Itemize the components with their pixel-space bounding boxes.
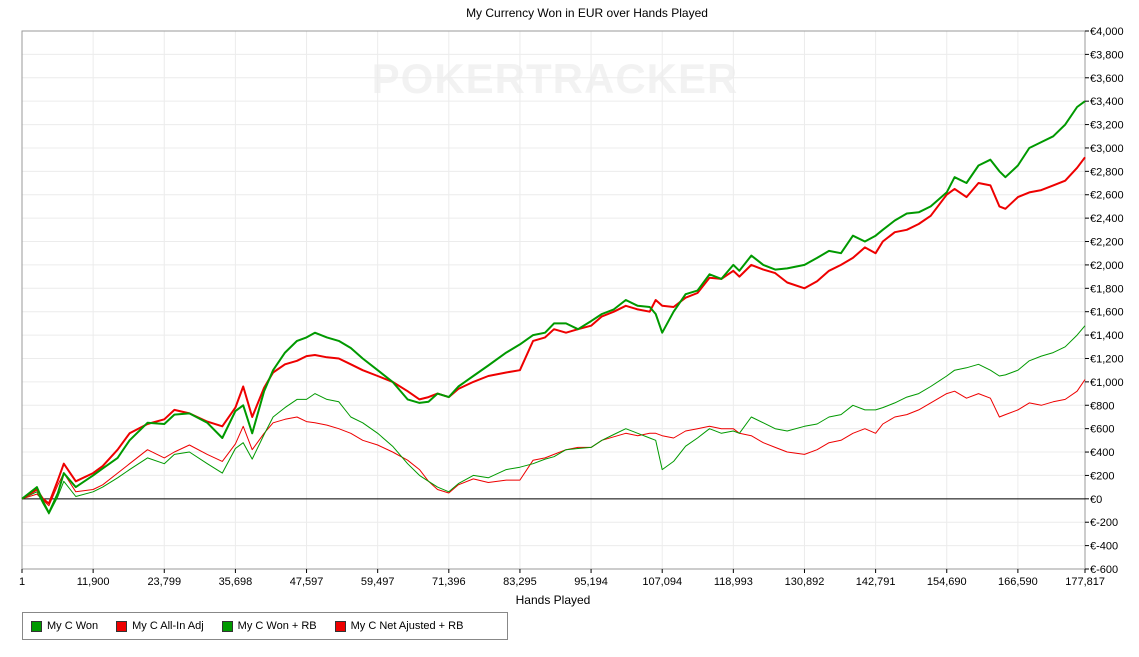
y-tick-label: €1,800 bbox=[1090, 283, 1124, 295]
legend-item[interactable]: My C All-In Adj bbox=[116, 620, 204, 632]
series-line-my-c-net-ajusted-rb bbox=[21, 379, 1086, 507]
y-tick-label: €3,600 bbox=[1090, 73, 1124, 85]
x-tick-label: 59,497 bbox=[361, 576, 395, 588]
series-line-my-c-won bbox=[21, 100, 1086, 514]
legend-item[interactable]: My C Net Ajusted + RB bbox=[334, 620, 464, 632]
legend-label: My C Won bbox=[47, 620, 99, 632]
y-tick-label: €3,800 bbox=[1090, 49, 1124, 61]
y-tick-label: €600 bbox=[1090, 424, 1114, 436]
x-tick-label: 142,791 bbox=[856, 576, 896, 588]
y-tick-label: €-200 bbox=[1090, 517, 1118, 529]
x-tick-label: 154,690 bbox=[927, 576, 967, 588]
legend-swatch bbox=[31, 620, 42, 632]
y-tick-label: €3,400 bbox=[1090, 96, 1124, 108]
x-tick-label: 11,900 bbox=[77, 576, 110, 588]
legend-swatch bbox=[334, 620, 346, 632]
watermark-logo: POKERTRACKER bbox=[372, 55, 739, 102]
y-tick-label: €1,400 bbox=[1090, 330, 1124, 342]
x-tick-label: 166,590 bbox=[998, 576, 1038, 588]
y-tick-label: €2,800 bbox=[1090, 166, 1124, 178]
y-tick-label: €1,000 bbox=[1090, 377, 1124, 389]
x-tick-label: 107,094 bbox=[642, 576, 682, 588]
y-tick-label: €-600 bbox=[1090, 564, 1118, 576]
legend-label: My C Won + RB bbox=[237, 620, 317, 632]
y-tick-label: €0 bbox=[1090, 494, 1102, 506]
y-tick-label: €2,400 bbox=[1090, 213, 1124, 225]
y-tick-label: €3,200 bbox=[1090, 120, 1124, 132]
x-tick-label: 130,892 bbox=[785, 576, 825, 588]
y-tick-label: €4,000 bbox=[1090, 26, 1124, 38]
y-tick-label: €200 bbox=[1090, 470, 1114, 482]
plot-area-border bbox=[21, 30, 1086, 570]
y-tick-label: €2,200 bbox=[1090, 237, 1124, 249]
chart-title: My Currency Won in EUR over Hands Played bbox=[466, 6, 708, 20]
x-tick-label: 118,993 bbox=[714, 576, 753, 588]
legend: My C Won My C All-In Adj My C Won + RB My C… bbox=[22, 612, 508, 640]
x-tick-label: 1 bbox=[19, 576, 25, 588]
x-tick-label: 177,817 bbox=[1065, 576, 1105, 588]
x-tick-label: 71,396 bbox=[432, 576, 466, 588]
x-axis-label: Hands Played bbox=[516, 593, 591, 607]
x-axis: 1 11,900 23,799 35,698 47,597 59,497 71,396 83,… bbox=[19, 569, 1105, 588]
legend-swatch bbox=[221, 620, 233, 632]
series-line-my-c-all-in-adj bbox=[21, 156, 1086, 505]
x-tick-label: 83,295 bbox=[503, 576, 537, 588]
x-tick-label: 47,597 bbox=[290, 576, 324, 588]
x-tick-label: 95,194 bbox=[574, 576, 608, 588]
grid bbox=[21, 30, 1086, 570]
y-tick-label: €1,600 bbox=[1090, 307, 1124, 319]
y-tick-label: €400 bbox=[1090, 447, 1114, 459]
y-tick-label: €2,000 bbox=[1090, 260, 1124, 272]
y-tick-label: €2,600 bbox=[1090, 190, 1124, 202]
legend-item[interactable]: My C Won bbox=[31, 620, 98, 632]
legend-label: My C All-In Adj bbox=[132, 620, 204, 632]
series-layer bbox=[21, 100, 1086, 515]
x-tick-label: 23,799 bbox=[147, 576, 181, 588]
y-tick-label: €800 bbox=[1090, 400, 1114, 412]
legend-item[interactable]: My C Won + RB bbox=[221, 620, 317, 632]
y-tick-label: €-400 bbox=[1090, 541, 1118, 553]
y-tick-label: €3,000 bbox=[1090, 143, 1124, 155]
y-tick-label: €1,200 bbox=[1090, 353, 1124, 365]
legend-label: My C Net Ajusted + RB bbox=[350, 620, 464, 632]
legend-swatch bbox=[116, 620, 128, 632]
series-line-my-c-won-rb bbox=[21, 325, 1086, 515]
y-axis: €4,000 €3,800 €3,600 €3,400 €3,200 €3,000 €2,8… bbox=[1085, 26, 1124, 576]
x-tick-label: 35,698 bbox=[219, 576, 253, 588]
